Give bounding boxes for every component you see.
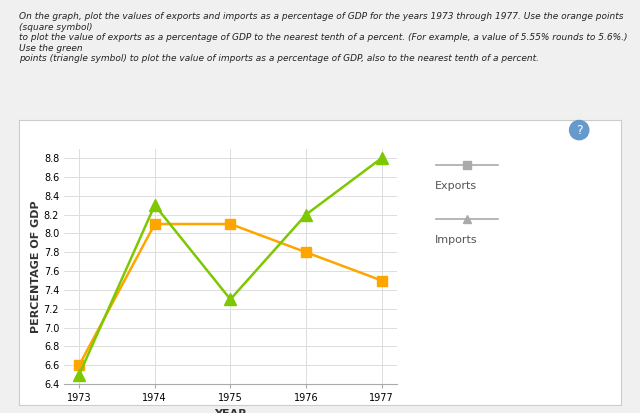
- Text: Exports: Exports: [435, 181, 477, 191]
- Text: ?: ?: [576, 123, 582, 137]
- Y-axis label: PERCENTAGE OF GDP: PERCENTAGE OF GDP: [31, 200, 41, 333]
- Text: On the graph, plot the values of exports and imports as a percentage of GDP for : On the graph, plot the values of exports…: [19, 12, 628, 63]
- Text: Imports: Imports: [435, 235, 478, 244]
- X-axis label: YEAR: YEAR: [214, 409, 247, 413]
